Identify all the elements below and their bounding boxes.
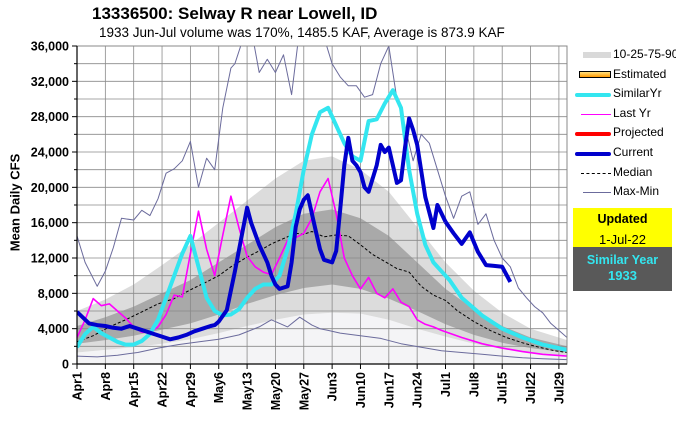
- legend-swatch: [583, 52, 611, 58]
- y-tick-label: 4,000: [38, 322, 69, 336]
- x-tick-label: Jul29: [552, 372, 566, 404]
- x-tick-label: May20: [269, 372, 283, 410]
- legend: 10-25-75-90 Estimated SimilarYr Last Yr Proj…: [571, 45, 676, 202]
- x-tick-label: May13: [241, 372, 255, 410]
- x-tick-label: Jul8: [467, 372, 481, 397]
- similar-year-label: Similar Year: [586, 253, 659, 267]
- x-tick-label: Jul22: [524, 372, 538, 404]
- similar-year-box: Similar Year 1933: [573, 247, 672, 291]
- x-tick-label: Jun24: [411, 372, 425, 408]
- legend-label: SimilarYr: [613, 86, 662, 101]
- updated-label: Updated: [597, 212, 648, 226]
- legend-label: Median: [613, 164, 653, 179]
- chart-title: 13336500: Selway R near Lowell, ID: [92, 4, 378, 23]
- x-tick-label: Apr8: [99, 372, 113, 401]
- legend-swatch: [581, 172, 611, 174]
- series-max-min-max-line: [77, 46, 567, 338]
- legend-swatch: [575, 93, 611, 98]
- legend-label: Last Yr: [613, 105, 651, 120]
- x-tick-label: May6: [212, 372, 226, 403]
- legend-item: 10-25-75-90: [571, 45, 676, 65]
- legend-item: Current: [571, 143, 676, 163]
- legend-label: 10-25-75-90: [613, 47, 676, 61]
- x-tick-label: Jul1: [439, 372, 453, 397]
- legend-item: Projected: [571, 123, 676, 143]
- legend-label: Max-Min: [613, 184, 660, 199]
- x-tick-label: Jun3: [326, 372, 340, 401]
- similar-year-value: 1933: [608, 268, 637, 283]
- y-tick-label: 32,000: [31, 75, 69, 89]
- legend-swatch: [575, 151, 611, 156]
- x-tick-label: May27: [297, 372, 311, 410]
- legend-swatch: [581, 113, 611, 116]
- legend-item: Median: [571, 163, 676, 183]
- legend-label: Estimated: [613, 66, 667, 81]
- x-tick-label: Jun17: [382, 372, 396, 408]
- series-median-line: [77, 231, 567, 353]
- x-tick-label: Jul15: [496, 372, 510, 404]
- axes: 0 4,000 8,000 12,000 16,000 20,000 24,000 28,00…: [31, 40, 568, 410]
- chart-subtitle: 1933 Jun-Jul volume was 170%, 1485.5 KAF…: [99, 25, 505, 40]
- y-tick-label: 28,000: [31, 110, 69, 124]
- x-tick-label: Apr1: [71, 372, 85, 401]
- y-tick-label: 8,000: [38, 287, 69, 301]
- series-current-cont-line: [443, 220, 513, 283]
- updated-date: 1-Jul-22: [599, 232, 646, 247]
- x-tick-label: Apr29: [184, 372, 198, 407]
- y-tick-label: 12,000: [31, 252, 69, 266]
- legend-label: Current: [613, 144, 654, 159]
- series-current-line: [77, 116, 448, 342]
- legend-swatch: [583, 192, 611, 194]
- y-tick-label: 16,000: [31, 216, 69, 230]
- series-lines: [77, 46, 567, 361]
- y-tick-label: 36,000: [31, 40, 69, 54]
- legend-swatch: [575, 132, 611, 137]
- y-tick-label: 20,000: [31, 181, 69, 195]
- x-tick-label: Apr15: [127, 372, 141, 407]
- legend-item: SimilarYr: [571, 84, 676, 104]
- band-25-75: [77, 209, 567, 353]
- series-similaryr-line: [77, 88, 567, 352]
- x-tick-label: Jun10: [354, 372, 368, 408]
- legend-item: Last Yr: [571, 104, 676, 124]
- y-tick-label: 24,000: [31, 146, 69, 160]
- series-max-min-min-line: [77, 316, 567, 361]
- y-tick-label: 0: [62, 358, 69, 372]
- legend-label: Projected: [613, 125, 664, 140]
- x-tick-label: Apr22: [156, 372, 170, 407]
- legend-item: Max-Min: [571, 182, 676, 202]
- legend-item: Estimated: [571, 65, 676, 85]
- legend-swatch: [579, 70, 611, 78]
